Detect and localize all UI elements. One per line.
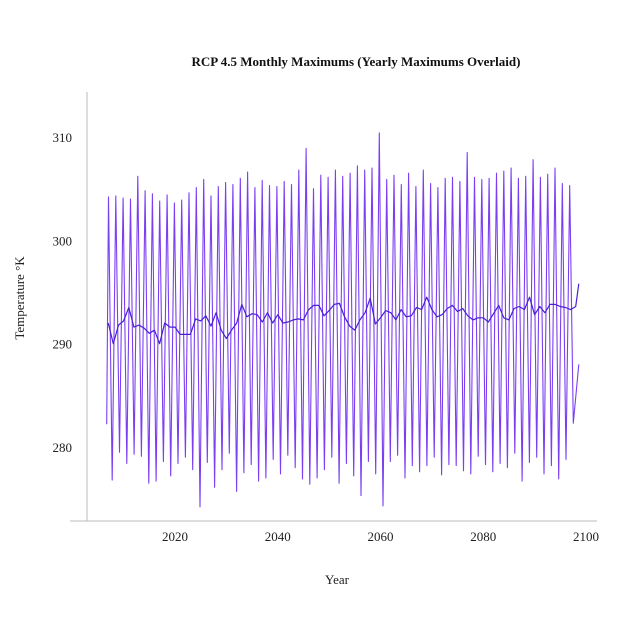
- series-layer: [106, 132, 580, 508]
- x-axis-label: Year: [325, 572, 350, 587]
- x-tick-label: 2060: [368, 529, 394, 544]
- y-axis-label: Temperature °K: [12, 256, 27, 340]
- chart-title: RCP 4.5 Monthly Maximums (Yearly Maximum…: [192, 54, 521, 69]
- y-tick-labels: 280 290 300 310: [53, 130, 73, 455]
- monthly-max-series-line: [106, 132, 580, 508]
- x-tick-label: 2080: [470, 529, 496, 544]
- x-tick-label: 2100: [573, 529, 599, 544]
- x-tick-labels: 2020 2040 2060 2080 2100: [162, 529, 599, 544]
- y-tick-label: 310: [53, 130, 73, 145]
- y-tick-label: 300: [53, 233, 73, 248]
- yearly-max-series-line: [107, 283, 580, 345]
- x-tick-label: 2020: [162, 529, 188, 544]
- y-tick-label: 280: [53, 440, 73, 455]
- x-tick-label: 2040: [265, 529, 291, 544]
- y-tick-label: 290: [53, 337, 73, 352]
